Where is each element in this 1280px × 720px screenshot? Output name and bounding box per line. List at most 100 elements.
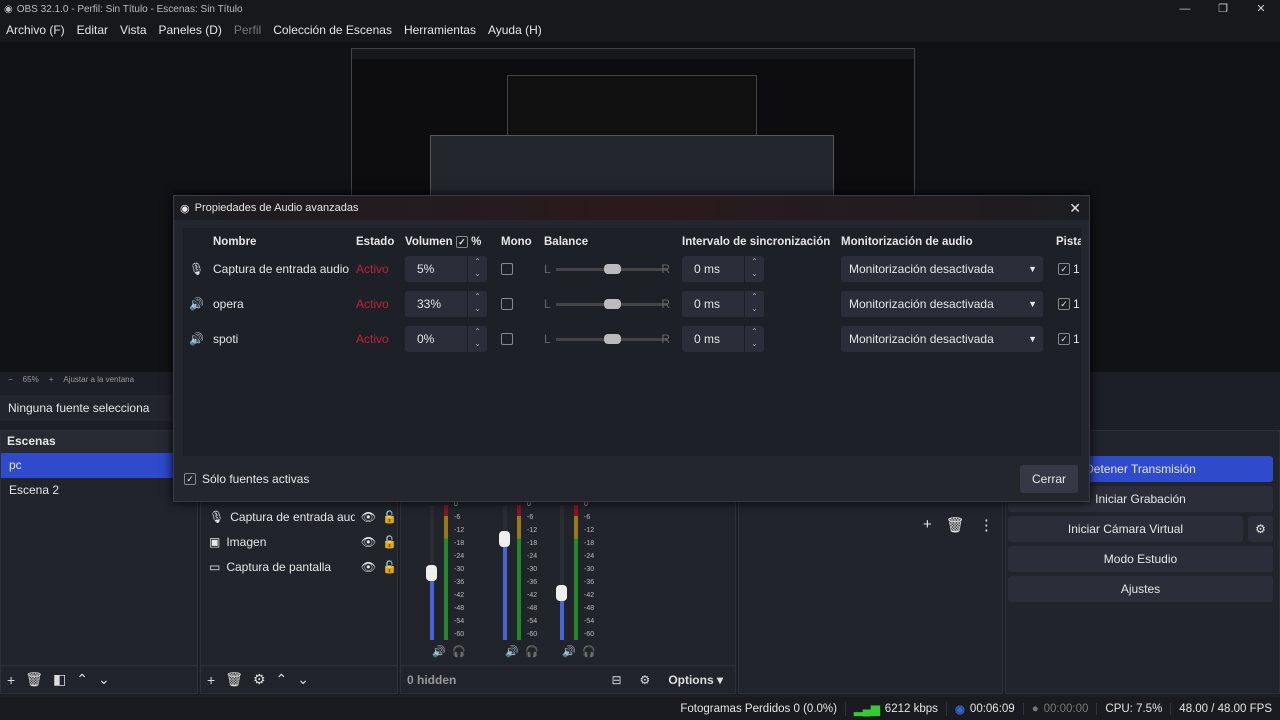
sync-spinbox[interactable]: 0 ms ⌃ ⌄ — [682, 326, 764, 352]
add-source-icon[interactable]: + — [207, 671, 216, 688]
track-1[interactable]: ✓ 1 — [1058, 256, 1080, 282]
menu-editar[interactable]: Editar — [76, 23, 109, 37]
volume-value: 33% — [417, 297, 442, 311]
zoom-in-button[interactable]: + — [48, 374, 54, 384]
virtual-cam-button[interactable]: Iniciar Cámara Virtual — [1008, 516, 1243, 542]
scene-filters-icon[interactable]: ◧ — [52, 671, 67, 687]
add-scene-icon[interactable]: + — [7, 671, 16, 688]
menu-paneles[interactable]: Paneles (D) — [158, 23, 222, 37]
zoom-out-button[interactable]: − — [8, 374, 13, 384]
balance-track[interactable] — [556, 334, 668, 344]
lock-icon[interactable]: 🔓 — [382, 534, 397, 549]
track-1-checkbox[interactable]: ✓ — [1058, 333, 1070, 345]
balance-track[interactable] — [556, 264, 668, 274]
volume-percent-checkbox[interactable]: ✓ — [455, 236, 468, 248]
dialog-close-icon[interactable]: ✕ — [1069, 200, 1081, 216]
active-only-checkbox[interactable]: ✓ — [184, 473, 196, 485]
balance-knob[interactable] — [604, 299, 621, 309]
close-button[interactable]: Cerrar — [1020, 465, 1078, 493]
monitor-off-icon[interactable]: 🎧 — [582, 646, 596, 658]
lock-icon[interactable]: 🔓 — [382, 559, 397, 574]
maximize-button[interactable]: ❐ — [1218, 3, 1228, 15]
source-properties-icon[interactable]: ⚙ — [252, 671, 266, 687]
track-1-checkbox[interactable]: ✓ — [1058, 263, 1070, 275]
monitoring-dropdown[interactable]: Monitorización desactivada ▼ — [841, 256, 1043, 282]
monitoring-dropdown[interactable]: Monitorización desactivada ▼ — [841, 326, 1043, 352]
menu-archivo[interactable]: Archivo (F) — [6, 23, 65, 37]
volume-fader-handle[interactable] — [499, 530, 510, 547]
volume-fader-handle[interactable] — [556, 584, 567, 601]
eye-icon[interactable]: 👁 — [360, 534, 377, 549]
source-item[interactable]: ▭ Captura de pantalla 👁 🔓 — [209, 559, 397, 574]
monitor-off-icon[interactable]: 🎧 — [525, 646, 539, 658]
spin-arrows-icon[interactable]: ⌃ ⌄ — [744, 326, 764, 352]
mono-checkbox[interactable] — [501, 263, 513, 275]
scene-item-escena-2[interactable]: Escena 2 — [9, 483, 60, 497]
fit-window-select[interactable]: Ajustar a la ventana — [63, 374, 135, 384]
spin-arrows-icon[interactable]: ⌃ ⌄ — [744, 256, 764, 282]
advanced-audio-icon[interactable]: ⚙ — [639, 672, 651, 687]
add-transition-icon[interactable]: + — [923, 516, 932, 533]
track-1[interactable]: ✓ 1 — [1058, 326, 1080, 352]
spin-arrows-icon[interactable]: ⌃ ⌄ — [467, 326, 487, 352]
studio-mode-button[interactable]: Modo Estudio — [1008, 546, 1273, 572]
menu-coleccion[interactable]: Colección de Escenas — [273, 23, 392, 37]
close-window-button[interactable]: ✕ — [1256, 3, 1266, 15]
options-button[interactable]: Options ▾ — [668, 672, 723, 687]
more-icon[interactable]: ⋮ — [978, 517, 994, 534]
volume-spinbox[interactable]: 0% ⌃ ⌄ — [405, 326, 487, 352]
meter-tick-label: -48 — [584, 605, 595, 612]
eye-icon[interactable]: 👁 — [360, 509, 377, 524]
meter-tick-label: 0 — [527, 501, 531, 508]
minimize-button[interactable]: — — [1179, 3, 1191, 15]
track-1-checkbox[interactable]: ✓ — [1058, 298, 1070, 310]
balance-knob[interactable] — [604, 264, 621, 274]
meter-tick-label: -12 — [527, 527, 538, 534]
scene-item-pc[interactable]: pc — [1, 453, 197, 478]
sync-spinbox[interactable]: 0 ms ⌃ ⌄ — [682, 256, 764, 282]
remove-source-icon[interactable]: 🗑 — [225, 671, 243, 687]
source-item[interactable]: 🎙 Captura de entrada aud 👁 🔓 — [209, 509, 397, 524]
volume-spinbox[interactable]: 33% ⌃ ⌄ — [405, 291, 487, 317]
monitoring-dropdown[interactable]: Monitorización desactivada ▼ — [841, 291, 1043, 317]
remove-transition-icon[interactable]: 🗑 — [945, 517, 965, 534]
menu-herramientas[interactable]: Herramientas — [403, 23, 476, 37]
lock-icon[interactable]: 🔓 — [382, 509, 397, 524]
speaker-icon[interactable]: 🔊 — [562, 646, 576, 658]
source-item[interactable]: ▣ Imagen 👁 🔓 — [209, 534, 397, 549]
spin-arrows-icon[interactable]: ⌃ ⌄ — [467, 291, 487, 317]
volume-spinbox[interactable]: 5% ⌃ ⌄ — [405, 256, 487, 282]
move-down-icon[interactable]: ⌄ — [97, 671, 110, 687]
remove-scene-icon[interactable]: 🗑 — [25, 671, 43, 687]
sync-spinbox[interactable]: 0 ms ⌃ ⌄ — [682, 291, 764, 317]
settings-button[interactable]: Ajustes — [1008, 576, 1273, 602]
mono-checkbox[interactable] — [501, 298, 513, 310]
options-label: Options — [668, 672, 714, 687]
menu-vista[interactable]: Vista — [120, 23, 147, 37]
balance-knob[interactable] — [604, 334, 621, 344]
spin-arrows-icon[interactable]: ⌃ ⌄ — [467, 256, 487, 282]
monitor-off-icon[interactable]: 🎧 — [452, 646, 466, 658]
move-up-icon[interactable]: ⌃ — [76, 671, 88, 687]
volume-fader-track[interactable] — [560, 505, 564, 640]
speaker-icon[interactable]: 🔊 — [432, 646, 446, 658]
volume-fader-handle[interactable] — [426, 564, 437, 581]
microphone-icon: 🎙 — [209, 509, 225, 524]
menu-ayuda[interactable]: Ayuda (H) — [487, 23, 542, 37]
move-down-icon[interactable]: ⌄ — [297, 671, 309, 687]
layout-icon[interactable]: ⊟ — [611, 672, 622, 687]
eye-icon[interactable]: 👁 — [360, 559, 377, 574]
move-up-icon[interactable]: ⌃ — [275, 671, 288, 687]
active-only-option[interactable]: ✓ Sólo fuentes activas — [184, 472, 309, 486]
virtual-cam-settings-icon[interactable]: ⚙ — [1248, 516, 1273, 542]
mono-cell — [501, 256, 513, 282]
spin-arrows-icon[interactable]: ⌃ ⌄ — [744, 291, 764, 317]
balance-track[interactable] — [556, 299, 668, 309]
mono-checkbox[interactable] — [501, 333, 513, 345]
track-1[interactable]: ✓ 1 — [1058, 291, 1080, 317]
speaker-icon[interactable]: 🔊 — [505, 646, 519, 658]
